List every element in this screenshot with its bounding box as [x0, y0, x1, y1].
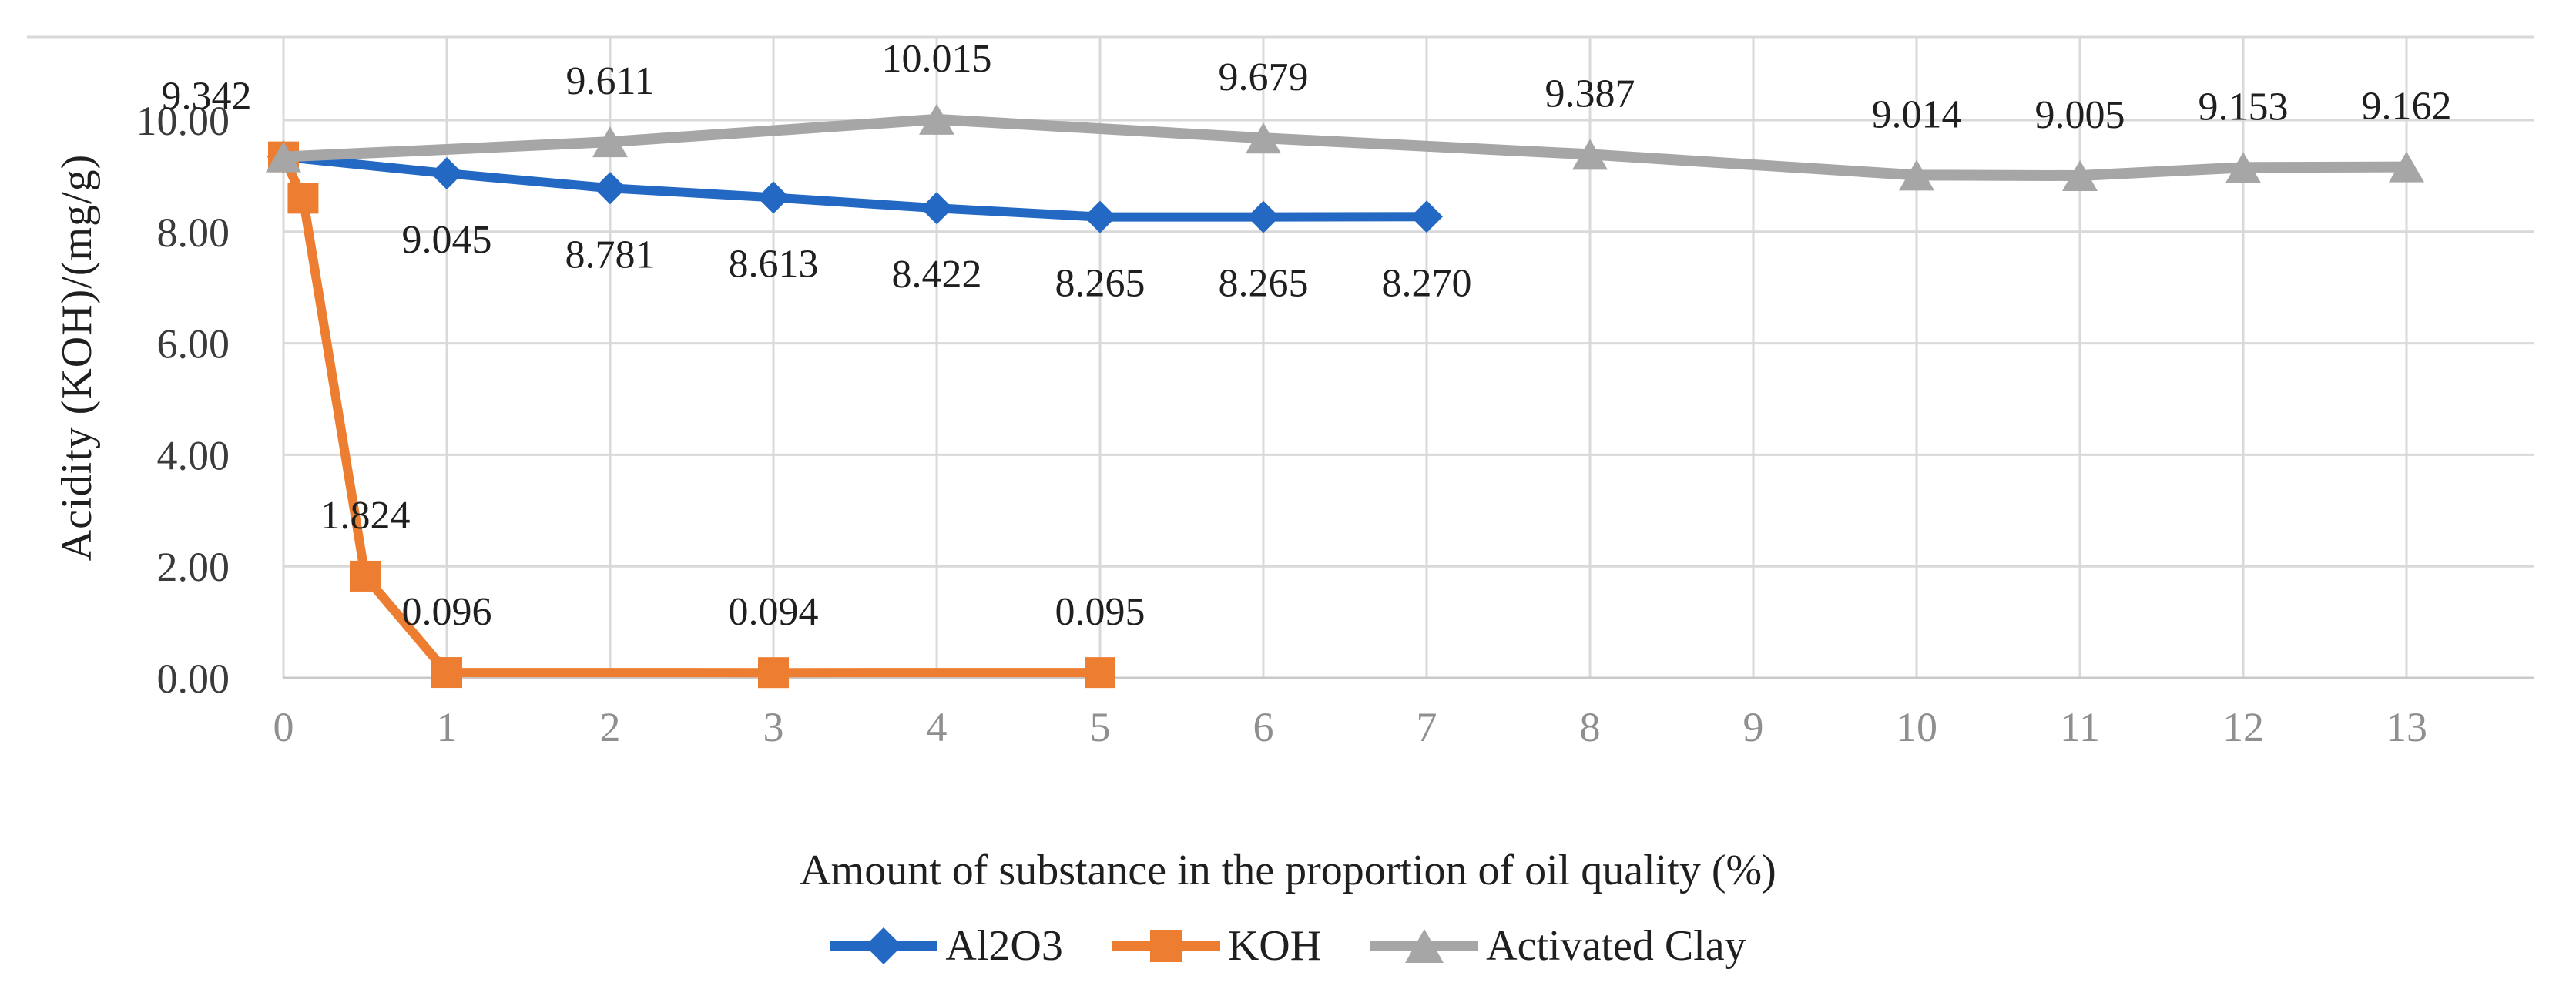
- data-label: 8.781: [565, 233, 656, 277]
- data-label: 8.613: [729, 242, 819, 286]
- x-tick-label: 1: [437, 704, 458, 750]
- x-tick-label: 4: [927, 704, 948, 750]
- data-point-marker: [594, 172, 626, 205]
- data-label: 10.015: [882, 37, 992, 81]
- data-label: 9.005: [2035, 93, 2125, 137]
- data-point-marker: [1084, 200, 1116, 233]
- data-point-marker: [921, 192, 953, 225]
- data-point-marker: [757, 181, 790, 214]
- x-tick-label: 9: [1743, 704, 1764, 750]
- x-tick-label: 10: [1896, 704, 1937, 750]
- x-tick-label: 5: [1090, 704, 1111, 750]
- data-point-marker: [592, 126, 628, 158]
- data-point-marker: [1247, 200, 1280, 233]
- x-tick-label: 7: [1417, 704, 1437, 750]
- y-tick-label: 6.00: [157, 321, 230, 367]
- x-tick-label: 0: [273, 704, 294, 750]
- legend-label: KOH: [1227, 922, 1322, 970]
- data-label: 9.611: [565, 59, 654, 103]
- data-point-marker: [919, 103, 954, 135]
- legend-item-al2o3: Al2O3: [830, 921, 1063, 971]
- data-label: 9.162: [2362, 85, 2452, 129]
- y-tick-label: 0.00: [157, 656, 230, 702]
- data-point-marker: [431, 157, 463, 190]
- x-tick-label: 2: [600, 704, 621, 750]
- series-line-al2o3: [283, 152, 1427, 222]
- x-tick-label: 3: [763, 704, 784, 750]
- chart-legend: Al2O3 KOH Activated Clay: [0, 921, 2576, 971]
- data-point-marker: [1572, 139, 1608, 170]
- data-label: 8.270: [1382, 261, 1472, 305]
- data-point-marker: [1085, 657, 1115, 689]
- x-tick-label: 13: [2386, 704, 2427, 750]
- y-axis-title: Acidity (KOH)/(mg/g): [53, 153, 101, 562]
- data-label: 9.014: [1872, 92, 1962, 136]
- data-label: 0.094: [729, 590, 819, 634]
- legend-marker-diamond-icon: [830, 927, 938, 964]
- legend-label: Al2O3: [945, 922, 1063, 970]
- data-point-marker: [1899, 159, 1934, 191]
- y-tick-label: 2.00: [157, 544, 230, 590]
- y-tick-label: 4.00: [157, 432, 230, 478]
- x-tick-label: 12: [2222, 704, 2264, 750]
- data-point-marker: [350, 560, 381, 592]
- data-label: 0.095: [1055, 590, 1145, 634]
- data-point-marker: [758, 657, 789, 689]
- data-label: 8.265: [1055, 262, 1145, 306]
- x-tick-label: 6: [1253, 704, 1274, 750]
- data-point-marker: [2389, 151, 2424, 183]
- x-axis-title: Amount of substance in the proportion of…: [800, 847, 1776, 894]
- data-label: 9.153: [2199, 85, 2289, 129]
- legend-marker-square-icon: [1112, 930, 1220, 962]
- x-tick-label: 11: [2060, 704, 2100, 750]
- legend-item-activated-clay: Activated Clay: [1370, 921, 1746, 971]
- y-tick-label: 10.00: [136, 98, 230, 144]
- legend-marker-triangle-icon: [1370, 929, 1479, 963]
- data-label: 9.387: [1545, 72, 1635, 116]
- data-point-marker: [431, 657, 462, 689]
- data-label: 0.096: [402, 590, 492, 634]
- data-point-marker: [266, 141, 301, 173]
- y-tick-label: 8.00: [157, 210, 230, 256]
- chart-plot-area: 0 1 2 3 4 5 6 7 8 9 10 11 12 130.002.004.006.008.0010…: [27, 35, 2534, 750]
- data-label: 9.342: [162, 75, 252, 119]
- data-point-marker: [1246, 122, 1281, 154]
- x-tick-label: 8: [1580, 704, 1601, 750]
- data-label: 8.422: [892, 253, 982, 297]
- legend-item-koh: KOH: [1112, 921, 1321, 971]
- data-label: 1.824: [320, 494, 411, 538]
- data-point-marker: [2225, 152, 2261, 183]
- legend-label: Activated Clay: [1486, 922, 1746, 970]
- data-label: 9.679: [1219, 55, 1309, 99]
- data-label: 9.045: [402, 218, 492, 262]
- data-point-marker: [287, 183, 319, 214]
- data-point-marker: [2062, 160, 2098, 192]
- data-point-marker: [1410, 200, 1443, 233]
- data-label: 8.265: [1219, 262, 1309, 306]
